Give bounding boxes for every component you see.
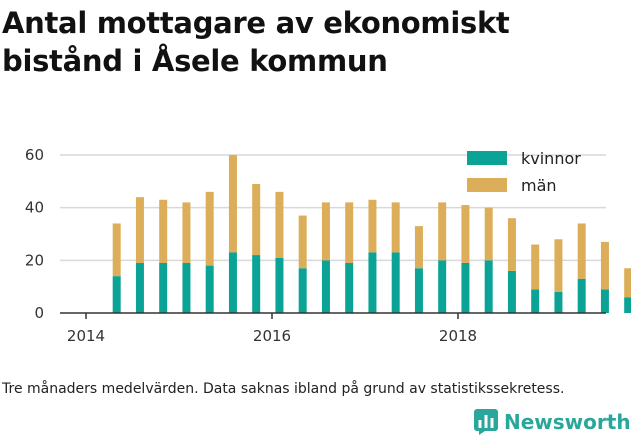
bar-man <box>507 218 516 271</box>
bar-kvinnor <box>438 260 447 313</box>
bar-kvinnor <box>461 262 470 313</box>
bar-man <box>600 241 609 290</box>
bar-man <box>461 205 470 263</box>
bar-kvinnor <box>484 260 493 313</box>
bar-kvinnor <box>577 278 586 313</box>
bar-man <box>205 191 214 266</box>
x-tick-label: 2014 <box>67 327 105 345</box>
bar-man <box>275 191 284 258</box>
bar-man <box>438 202 447 261</box>
legend-label: kvinnor <box>521 149 581 168</box>
bar-man <box>345 202 354 263</box>
bar-kvinnor <box>112 276 121 313</box>
bar-kvinnor <box>228 252 237 313</box>
bar-man <box>368 199 377 253</box>
y-tick-label: 0 <box>34 304 44 322</box>
bar-man <box>321 202 330 261</box>
bar-man <box>135 197 144 263</box>
bar-chart-logo-icon <box>474 409 498 435</box>
bar-man <box>159 199 168 263</box>
bar-kvinnor <box>135 262 144 313</box>
bar-kvinnor <box>531 289 540 313</box>
bar-kvinnor <box>600 289 609 313</box>
bar-kvinnor <box>275 257 284 313</box>
bar-kvinnor <box>321 260 330 313</box>
bar-man <box>531 244 540 290</box>
bar-kvinnor <box>345 262 354 313</box>
bar-kvinnor <box>368 252 377 313</box>
y-tick-label: 20 <box>25 251 44 269</box>
bar-man <box>112 223 121 277</box>
bar-kvinnor <box>624 297 631 313</box>
newsworthy-brand: Newsworthy <box>474 405 631 439</box>
bar-man <box>182 202 191 263</box>
bar-kvinnor <box>414 268 423 313</box>
bar-man <box>391 202 400 253</box>
bar-man <box>577 223 586 279</box>
x-tick-label: 2016 <box>253 327 291 345</box>
chart-caption: Tre månaders medelvärden. Data saknas ib… <box>2 381 565 397</box>
chart-title: Antal mottagare av ekonomiskt bistånd i … <box>2 6 510 78</box>
bar-kvinnor <box>205 265 214 313</box>
y-tick-label: 40 <box>25 199 44 217</box>
legend-swatch-man <box>467 178 507 192</box>
bar-man <box>298 215 307 269</box>
bar-man <box>414 226 423 269</box>
bar-man <box>624 268 631 298</box>
bar-man <box>228 155 237 253</box>
bar-kvinnor <box>298 268 307 313</box>
legend-label: män <box>521 176 557 195</box>
chart-canvas: 0204060201420162018202120232025kvinnormä… <box>25 146 631 345</box>
bar-kvinnor <box>507 270 516 313</box>
x-tick-label: 2018 <box>439 327 477 345</box>
y-tick-label: 60 <box>25 146 44 164</box>
bar-man <box>252 183 261 256</box>
bar-kvinnor <box>252 255 261 313</box>
bar-kvinnor <box>391 252 400 313</box>
brand-name: Newsworthy <box>504 410 631 434</box>
bar-kvinnor <box>182 262 191 313</box>
bar-kvinnor <box>554 291 563 313</box>
bar-man <box>484 207 493 261</box>
legend-swatch-kvinnor <box>467 151 507 165</box>
bar-man <box>554 239 563 292</box>
bar-kvinnor <box>159 262 168 313</box>
